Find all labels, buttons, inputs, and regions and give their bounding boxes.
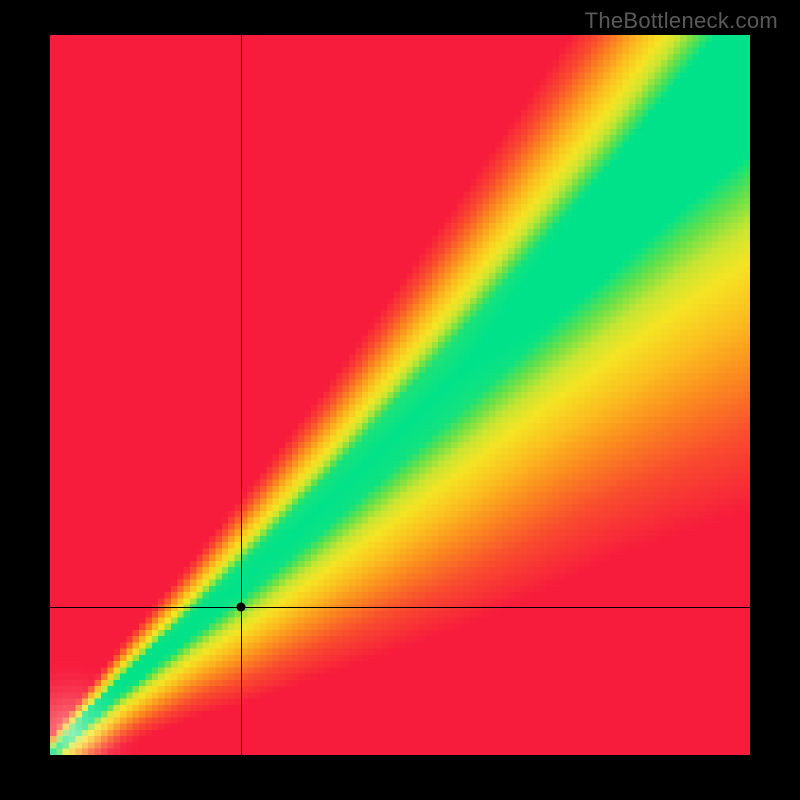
bottleneck-heatmap-plot [50, 35, 750, 755]
crosshair-marker-dot [237, 603, 246, 612]
crosshair-horizontal [50, 607, 750, 608]
crosshair-vertical [241, 35, 242, 755]
heatmap-canvas [50, 35, 750, 755]
watermark-text: TheBottleneck.com [585, 8, 778, 34]
